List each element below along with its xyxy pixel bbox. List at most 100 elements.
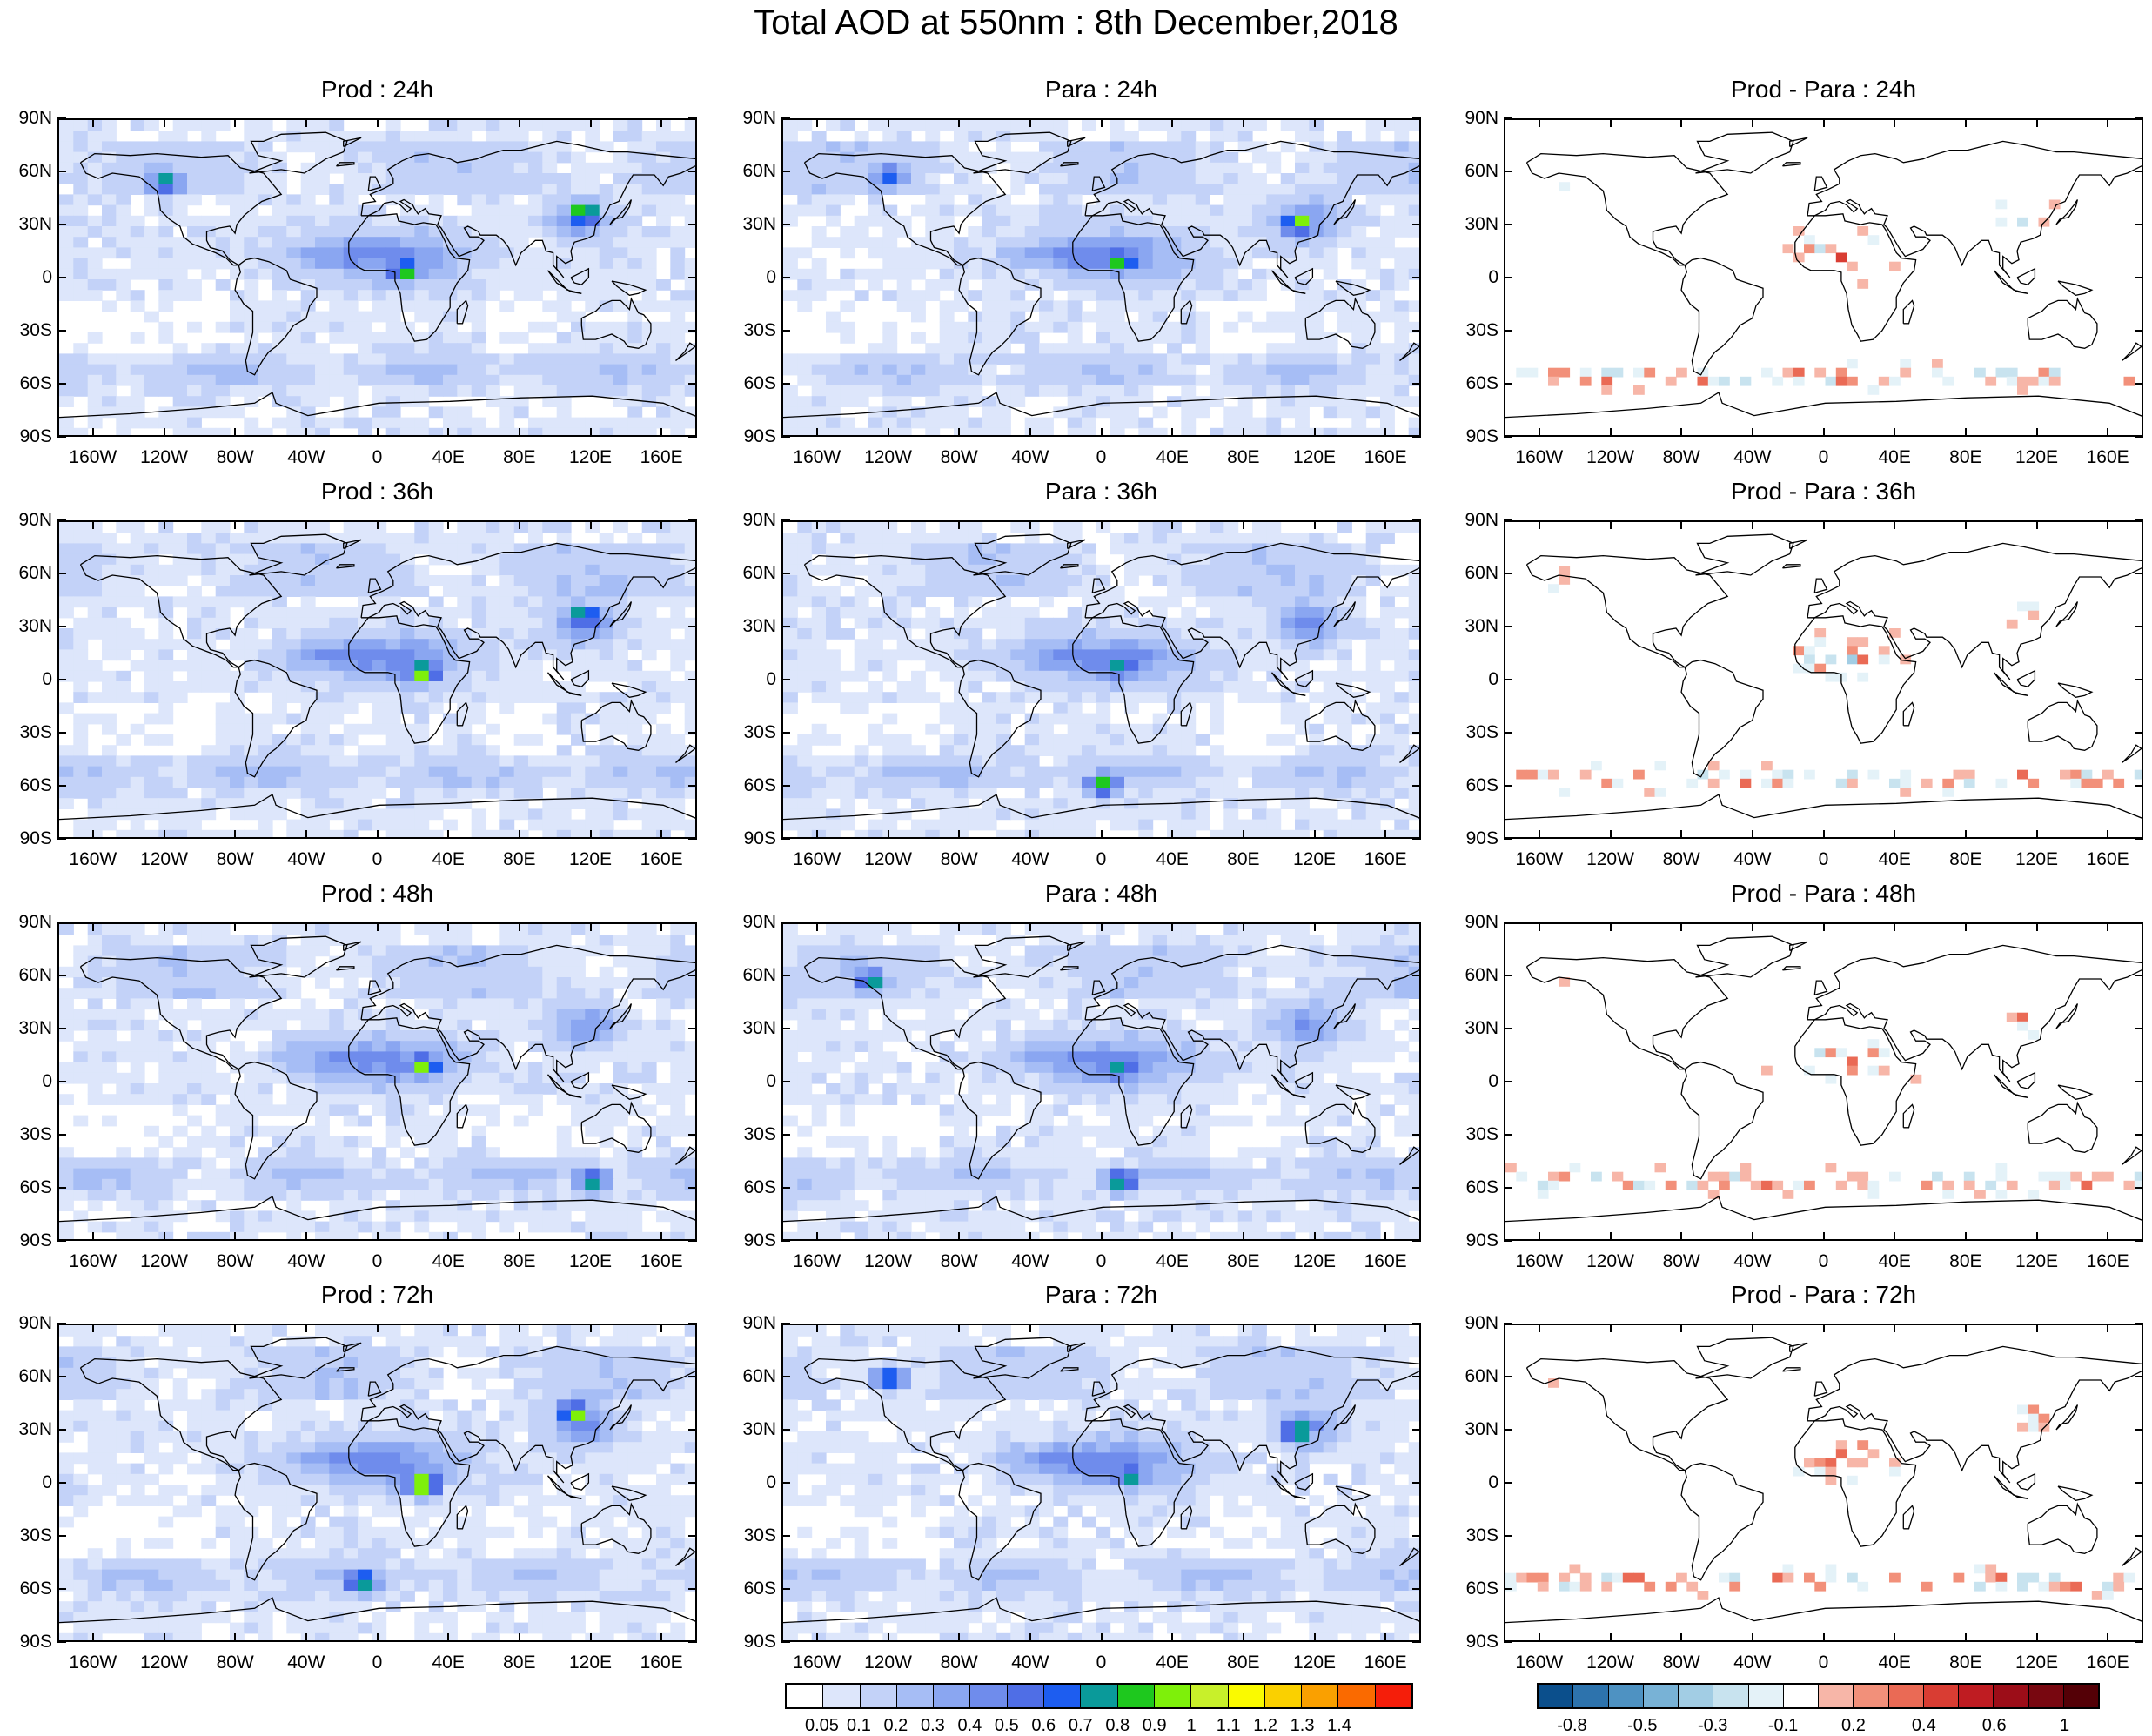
colorbar-label: 0.2 (1823, 1716, 1884, 1736)
lat-tick-label: 30N (724, 1419, 776, 1440)
lon-tick-label: 0 (1067, 849, 1136, 870)
colorbar-label: 1.4 (1309, 1716, 1370, 1736)
lon-tick-label: 80W (1646, 1652, 1716, 1673)
map-field (59, 1325, 697, 1642)
colorbar-box (2029, 1685, 2064, 1707)
lat-tick-label: 30S (1446, 1525, 1498, 1546)
lat-tick-label: 90N (0, 912, 52, 933)
lon-tick-label: 160W (58, 849, 128, 870)
lon-tick-label: 80W (924, 849, 994, 870)
panel-title: Prod - Para : 36h (1504, 478, 2143, 506)
lon-tick-label: 40E (1860, 447, 1929, 468)
lon-tick-label: 160E (627, 849, 696, 870)
colorbar-box (787, 1685, 823, 1707)
lat-tick-label: 30S (724, 1124, 776, 1145)
colorbar-box (897, 1685, 934, 1707)
lat-tick-label: 0 (1446, 1071, 1498, 1092)
map-plot (1504, 118, 2143, 437)
lon-tick-label: 0 (343, 1251, 412, 1272)
colorbar-box (1924, 1685, 1959, 1707)
panel-title: Para : 36h (781, 478, 1421, 506)
lon-tick-label: 0 (1067, 1251, 1136, 1272)
lon-tick-label: 120E (1280, 1652, 1350, 1673)
colorbar-strip (1537, 1683, 2100, 1709)
lat-tick-label: 90N (724, 912, 776, 933)
lon-tick-label: 160E (2073, 849, 2142, 870)
map-plot (57, 118, 697, 437)
lon-tick-label: 40E (413, 849, 483, 870)
lat-tick-label: 60S (724, 1177, 776, 1198)
map-field (783, 924, 1421, 1241)
lon-tick-label: 40W (1718, 1251, 1787, 1272)
panel-title: Para : 24h (781, 76, 1421, 104)
lat-tick-label: 90S (724, 1230, 776, 1251)
lon-tick-label: 160E (1351, 1652, 1420, 1673)
lon-tick-label: 40W (1718, 447, 1787, 468)
lon-tick-label: 80E (1931, 849, 2001, 870)
colorbar-box (1376, 1685, 1411, 1707)
lon-tick-label: 80E (1931, 1652, 2001, 1673)
lat-tick-label: 30N (0, 1419, 52, 1440)
lat-tick-label: 0 (724, 669, 776, 690)
colorbar-box (1819, 1685, 1854, 1707)
lat-tick-label: 0 (724, 1472, 776, 1493)
lon-tick-label: 160E (1351, 849, 1420, 870)
lat-tick-label: 0 (1446, 1472, 1498, 1493)
lon-tick-label: 40W (272, 1652, 341, 1673)
lon-tick-label: 120W (1576, 849, 1646, 870)
lon-tick-label: 160E (627, 1652, 696, 1673)
lat-tick-label: 60N (724, 563, 776, 584)
lat-tick-label: 60N (1446, 161, 1498, 182)
lat-tick-label: 90N (0, 510, 52, 531)
page-title: Total AOD at 550nm : 8th December,2018 (0, 3, 2152, 43)
lat-tick-label: 60N (0, 965, 52, 986)
colorbar-box (1539, 1685, 1573, 1707)
map-plot (781, 118, 1421, 437)
map-field (1505, 924, 2143, 1241)
lat-tick-label: 90N (1446, 108, 1498, 129)
lon-tick-label: 80W (1646, 1251, 1716, 1272)
lat-tick-label: 0 (1446, 669, 1498, 690)
lon-tick-label: 120W (1576, 1251, 1646, 1272)
lon-tick-label: 0 (1789, 447, 1859, 468)
lon-tick-label: 80W (200, 1251, 270, 1272)
lat-tick-label: 90S (1446, 1632, 1498, 1652)
lon-tick-label: 120E (1280, 1251, 1350, 1272)
lat-tick-label: 30S (724, 320, 776, 341)
lon-tick-label: 0 (343, 849, 412, 870)
map-field (783, 120, 1421, 437)
colorbar-strip (785, 1683, 1413, 1709)
panel-title: Para : 72h (781, 1281, 1421, 1309)
lon-tick-label: 80E (1209, 1251, 1278, 1272)
lon-tick-label: 40W (996, 849, 1065, 870)
lat-tick-label: 60N (1446, 563, 1498, 584)
lon-tick-label: 120W (130, 447, 199, 468)
lat-tick-label: 30N (1446, 214, 1498, 235)
lon-tick-label: 160W (1505, 1251, 1574, 1272)
lon-tick-label: 160W (58, 1652, 128, 1673)
lon-tick-label: 80W (924, 1652, 994, 1673)
lon-tick-label: 0 (1789, 1652, 1859, 1673)
map-field (59, 120, 697, 437)
map-field (1505, 522, 2143, 839)
lat-tick-label: 0 (724, 267, 776, 288)
lat-tick-label: 0 (1446, 267, 1498, 288)
colorbar-box (1302, 1685, 1338, 1707)
lon-tick-label: 80W (200, 849, 270, 870)
lon-tick-label: 160W (58, 1251, 128, 1272)
colorbar-box (1854, 1685, 1888, 1707)
lat-tick-label: 90N (724, 510, 776, 531)
panel-title: Prod - Para : 24h (1504, 76, 2143, 104)
lon-tick-label: 40W (1718, 1652, 1787, 1673)
lon-tick-label: 120E (1280, 849, 1350, 870)
lon-tick-label: 160W (782, 849, 852, 870)
lat-tick-label: 30S (0, 1525, 52, 1546)
lon-tick-label: 80W (1646, 447, 1716, 468)
lat-tick-label: 30N (1446, 616, 1498, 637)
